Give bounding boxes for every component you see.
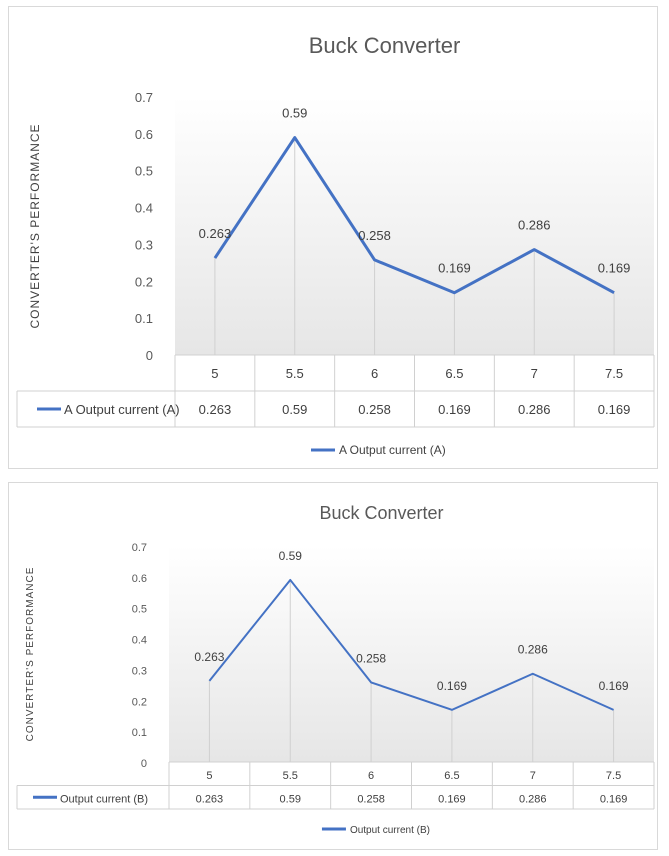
chart-panel-b: Buck Converter CONVERTER'S PERFORMANCE 0 0.… xyxy=(8,482,658,850)
x-tick-label: 5.5 xyxy=(283,770,298,782)
table-cell-value: 0.258 xyxy=(358,402,391,417)
data-label: 0.59 xyxy=(282,106,307,121)
y-tick-label: 0.2 xyxy=(135,274,153,289)
x-tick-label: 7.5 xyxy=(605,366,623,381)
y-tick-label: 0.7 xyxy=(135,90,153,105)
series-line xyxy=(213,136,615,295)
table-series-name: Output current (B) xyxy=(60,793,148,805)
data-label: 0.169 xyxy=(599,679,629,693)
x-tick-label: 5 xyxy=(211,366,218,381)
plot-area xyxy=(169,546,654,762)
data-label: 0.286 xyxy=(518,643,548,657)
y-tick-label: 0.3 xyxy=(135,237,153,252)
y-axis-label: CONVERTER'S PERFORMANCE xyxy=(25,567,36,742)
data-label: 0.258 xyxy=(358,228,391,243)
y-axis-label: CONVERTER'S PERFORMANCE xyxy=(28,123,42,328)
x-tick-label: 6 xyxy=(368,770,374,782)
data-label: 0.169 xyxy=(598,261,631,276)
legend-label: Output current (B) xyxy=(350,825,430,836)
data-label: 0.263 xyxy=(194,650,224,664)
y-tick-label: 0.5 xyxy=(132,604,147,616)
y-tick-label: 0 xyxy=(146,348,153,363)
y-tick-label: 0.7 xyxy=(132,542,147,554)
legend-label: A Output current (A) xyxy=(339,443,446,457)
chart-b-svg: Buck Converter CONVERTER'S PERFORMANCE 0 0.… xyxy=(16,503,655,836)
plot-area xyxy=(175,97,654,355)
y-tick-label: 0.1 xyxy=(132,727,147,739)
x-tick-label: 7.5 xyxy=(606,770,621,782)
chart-title: Buck Converter xyxy=(309,33,461,58)
y-tick-label: 0.3 xyxy=(132,665,147,677)
y-tick-label: 0.2 xyxy=(132,696,147,708)
chart-title: Buck Converter xyxy=(319,503,443,523)
y-tick-label: 0.6 xyxy=(132,573,147,585)
data-label: 0.286 xyxy=(518,218,551,233)
y-tick-label: 0 xyxy=(141,758,147,770)
table-cell-value: 0.169 xyxy=(438,793,466,805)
table-cell-value: 0.263 xyxy=(199,402,232,417)
table-cell-value: 0.258 xyxy=(357,793,385,805)
data-label: 0.169 xyxy=(437,679,467,693)
x-tick-label: 7 xyxy=(530,770,536,782)
table-series-name: A Output current (A) xyxy=(64,402,180,417)
data-label: 0.59 xyxy=(279,549,303,563)
chart-panel-a: Buck Converter CONVERTER'S PERFORMANCE 0 0.… xyxy=(8,6,658,469)
x-tick-label: 6 xyxy=(371,366,378,381)
table-cell-value: 0.59 xyxy=(282,402,307,417)
table-cell-value: 0.263 xyxy=(196,793,224,805)
data-label: 0.169 xyxy=(438,261,471,276)
x-tick-label: 7 xyxy=(531,366,538,381)
x-tick-label: 6.5 xyxy=(445,366,463,381)
table-cell-value: 0.286 xyxy=(518,402,551,417)
table-cell-value: 0.59 xyxy=(280,793,301,805)
x-tick-label: 5 xyxy=(206,770,212,782)
table-cell-value: 0.169 xyxy=(598,402,631,417)
y-tick-label: 0.6 xyxy=(135,127,153,142)
table-cell-value: 0.169 xyxy=(600,793,628,805)
data-label: 0.263 xyxy=(199,226,232,241)
data-label: 0.258 xyxy=(356,651,386,665)
table-cell-value: 0.169 xyxy=(438,402,471,417)
table-cell-value: 0.286 xyxy=(519,793,547,805)
chart-a-svg: Buck Converter CONVERTER'S PERFORMANCE 0 0.… xyxy=(16,33,655,457)
y-tick-label: 0.1 xyxy=(135,311,153,326)
x-tick-label: 6.5 xyxy=(444,770,459,782)
y-tick-label: 0.4 xyxy=(135,201,153,216)
y-tick-label: 0.5 xyxy=(135,164,153,179)
y-tick-label: 0.4 xyxy=(132,635,147,647)
series-line xyxy=(208,578,614,711)
x-tick-label: 5.5 xyxy=(286,366,304,381)
